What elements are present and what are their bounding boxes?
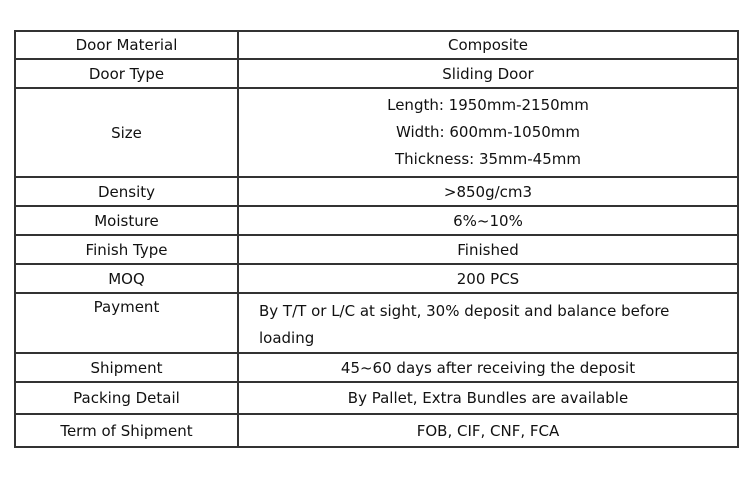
table-row: Door Type Sliding Door (14, 58, 739, 89)
table-row: Density >850g/cm3 (14, 176, 739, 207)
product-spec-table: Door Material Composite Door Type Slidin… (14, 30, 739, 448)
table-row: Packing Detail By Pallet, Extra Bundles … (14, 381, 739, 415)
row-label: Term of Shipment (14, 413, 239, 448)
row-label: Moisture (14, 205, 239, 236)
row-label: Finish Type (14, 234, 239, 265)
table-row: Size Length: 1950mm-2150mm Width: 600mm-… (14, 87, 739, 178)
table-row: Term of Shipment FOB, CIF, CNF, FCA (14, 413, 739, 448)
row-label: Door Material (14, 30, 239, 60)
table-row: Moisture 6%~10% (14, 205, 739, 236)
row-label: Packing Detail (14, 381, 239, 415)
row-value: By Pallet, Extra Bundles are available (237, 381, 739, 415)
table-row: Door Material Composite (14, 30, 739, 60)
row-value: 6%~10% (237, 205, 739, 236)
row-value: 45~60 days after receiving the deposit (237, 352, 739, 383)
row-value: Composite (237, 30, 739, 60)
row-value: Length: 1950mm-2150mm Width: 600mm-1050m… (237, 87, 739, 178)
row-value: >850g/cm3 (237, 176, 739, 207)
row-label: Density (14, 176, 239, 207)
row-label: Shipment (14, 352, 239, 383)
row-label: Door Type (14, 58, 239, 89)
row-value: By T/T or L/C at sight, 30% deposit and … (237, 292, 739, 354)
size-thickness: Thickness: 35mm-45mm (395, 150, 581, 168)
row-value: Finished (237, 234, 739, 265)
size-length: Length: 1950mm-2150mm (387, 96, 589, 114)
table-row: Payment By T/T or L/C at sight, 30% depo… (14, 292, 739, 354)
row-value: FOB, CIF, CNF, FCA (237, 413, 739, 448)
size-width: Width: 600mm-1050mm (395, 123, 581, 141)
row-value: Sliding Door (237, 58, 739, 89)
table-row: Finish Type Finished (14, 234, 739, 265)
row-value: 200 PCS (237, 263, 739, 294)
row-label: Size (14, 87, 239, 178)
row-label: Payment (14, 292, 239, 354)
table-row: MOQ 200 PCS (14, 263, 739, 294)
row-label: MOQ (14, 263, 239, 294)
table-row: Shipment 45~60 days after receiving the … (14, 352, 739, 383)
